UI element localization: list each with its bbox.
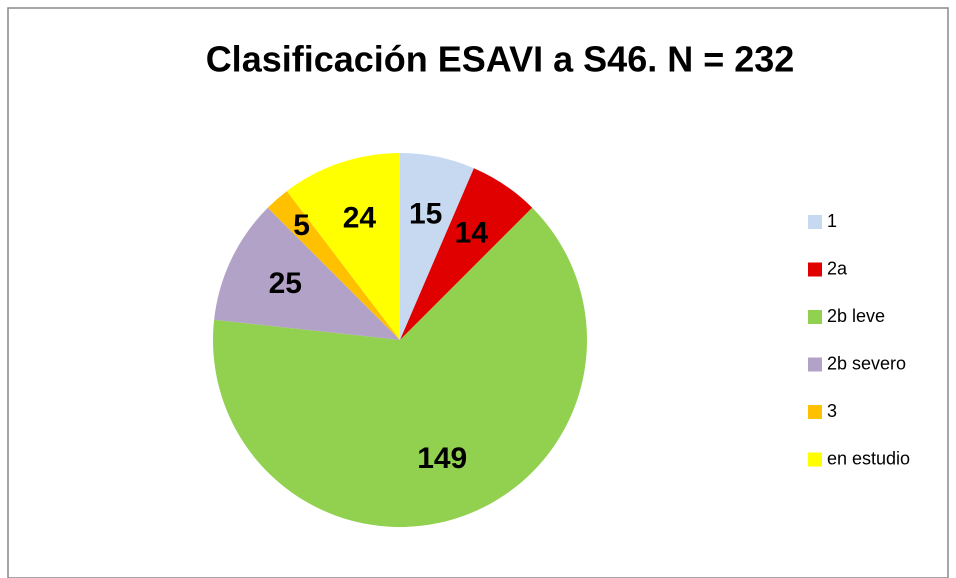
pie-slice [214,207,400,340]
pie-slice [213,207,587,527]
data-label: 15 [409,197,442,230]
data-label: 25 [269,267,302,300]
legend-swatch [808,357,822,372]
chart-title: Clasificación ESAVI a S46. N = 232 [206,39,795,80]
legend-label: 2a [827,258,848,278]
legend-label: 2b severo [827,353,906,373]
legend-swatch [808,405,822,419]
pie-slice [400,153,474,340]
legend-label: 1 [827,211,837,231]
legend-swatch [808,215,822,229]
legend-label: en estudio [827,448,910,468]
data-label: 24 [343,201,377,234]
data-label: 149 [417,442,467,475]
data-label: 14 [455,217,489,250]
legend-swatch [808,452,822,467]
legend-swatch [808,262,822,277]
legend-label: 3 [827,401,837,421]
legend-swatch [808,310,822,324]
pie-slice [267,191,400,340]
legend-label: 2b leve [827,306,885,326]
pie-slice [400,168,533,340]
pie-slice [286,153,400,340]
data-label: 5 [293,209,310,242]
